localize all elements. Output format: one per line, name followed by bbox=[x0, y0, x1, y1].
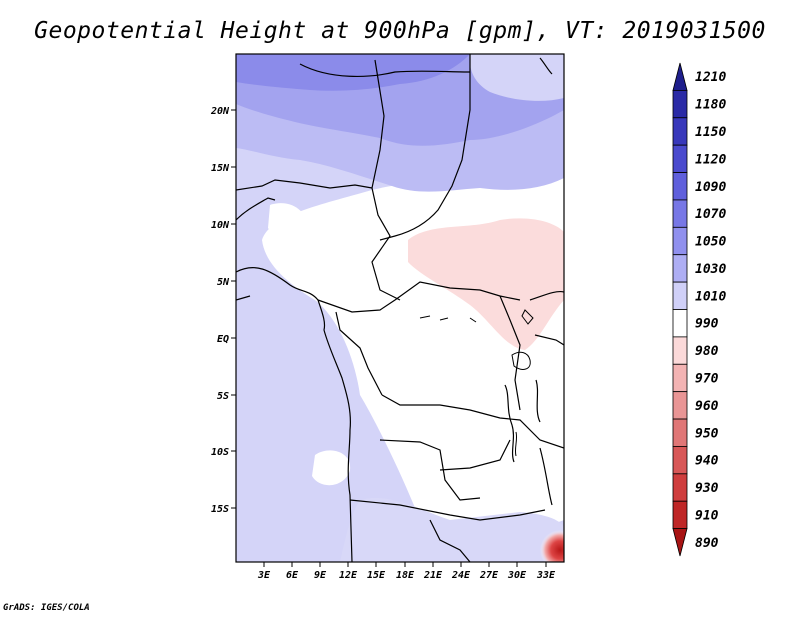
colorbar-swatch bbox=[672, 391, 688, 420]
field-lightblue-south bbox=[340, 498, 564, 562]
field-blue-1070 bbox=[236, 54, 470, 91]
colorbar-label: 1050 bbox=[695, 235, 726, 250]
lat-label: EQ bbox=[217, 334, 229, 345]
colorbar-label: 1010 bbox=[695, 289, 726, 304]
lon-label: 24E bbox=[451, 570, 471, 581]
lon-label: 12E bbox=[339, 570, 358, 581]
map-frame bbox=[235, 53, 565, 563]
political-boundaries bbox=[236, 54, 564, 562]
lat-label: 10N bbox=[211, 220, 230, 231]
colorbar-swatch bbox=[672, 226, 688, 256]
colorbar-swatch bbox=[672, 446, 688, 475]
colorbar-label: 1030 bbox=[695, 262, 726, 277]
colorbar-swatch bbox=[672, 172, 688, 201]
colorbar-label: 930 bbox=[695, 481, 719, 496]
colorbar-label: 950 bbox=[695, 426, 719, 441]
lat-label: 10S bbox=[211, 447, 229, 458]
colorbar-swatch bbox=[672, 89, 688, 119]
lon-label: 6E bbox=[286, 570, 299, 581]
chart-title: Geopotential Height at 900hPa [gpm], VT:… bbox=[34, 18, 766, 44]
lat-label: 20N bbox=[210, 106, 230, 117]
lon-label: 21E bbox=[423, 570, 443, 581]
lakes bbox=[419, 309, 534, 457]
lat-axis: 20N 15N 10N 5N EQ 5S 10S 15S bbox=[210, 106, 236, 515]
lat-label: 5N bbox=[217, 277, 230, 288]
lat-label: 15N bbox=[211, 163, 230, 174]
colorbar-label: 940 bbox=[695, 454, 719, 469]
field-blue-light-ne bbox=[469, 54, 564, 101]
colorbar-swatch bbox=[672, 117, 688, 146]
colorbar-swatch bbox=[672, 62, 688, 91]
colorbar-swatch bbox=[672, 528, 688, 557]
colorbar-label: 970 bbox=[695, 371, 719, 386]
lon-label: 3E bbox=[257, 570, 271, 581]
lon-axis: 3E 6E 9E 12E 15E 18E 21E 24E 27E 30E 33E bbox=[257, 562, 556, 581]
colorbar-label: 1120 bbox=[695, 152, 726, 167]
colorbar-label: 910 bbox=[695, 508, 719, 523]
colorbar-swatch bbox=[672, 363, 688, 393]
colorbar-label: 1090 bbox=[695, 180, 726, 195]
lat-label: 5S bbox=[217, 391, 229, 402]
colorbar-swatch bbox=[672, 199, 688, 228]
lon-label: 9E bbox=[314, 570, 327, 581]
colorbar-swatch bbox=[672, 500, 688, 530]
colorbar-swatch bbox=[672, 418, 688, 447]
colorbar-swatch bbox=[672, 281, 688, 310]
field-white-patch bbox=[312, 450, 351, 486]
lat-label: 15S bbox=[211, 504, 229, 515]
colorbar-label: 990 bbox=[695, 317, 719, 332]
colorbar-swatch bbox=[672, 309, 688, 338]
colorbar-label: 1150 bbox=[695, 125, 726, 140]
map-panel bbox=[236, 54, 564, 562]
credit-text: GrADS: IGES/COLA bbox=[3, 603, 90, 613]
lon-label: 30E bbox=[507, 570, 527, 581]
colorbar-label: 1180 bbox=[695, 98, 726, 113]
colorbar-swatch bbox=[672, 336, 688, 365]
lon-label: 33E bbox=[536, 570, 556, 581]
lon-label: 18E bbox=[396, 570, 415, 581]
colorbar-label: 890 bbox=[695, 536, 719, 551]
lon-label: 15E bbox=[367, 570, 386, 581]
colorbar-swatch bbox=[672, 473, 688, 502]
lon-label: 27E bbox=[479, 570, 499, 581]
colorbar-label: 1210 bbox=[695, 70, 726, 85]
colorbar-swatch bbox=[672, 254, 688, 283]
field-low-center bbox=[540, 530, 564, 562]
colorbar-label: 1070 bbox=[695, 207, 726, 222]
field-pink-region bbox=[408, 218, 564, 350]
colorbar-swatch bbox=[672, 144, 688, 173]
field-white-patch bbox=[268, 203, 306, 237]
colorbar: 1210 1180 1150 1120 1090 1070 1050 1030 1010 990 9… bbox=[672, 62, 726, 557]
colorbar-label: 960 bbox=[695, 399, 719, 414]
colorbar-label: 980 bbox=[695, 344, 719, 359]
